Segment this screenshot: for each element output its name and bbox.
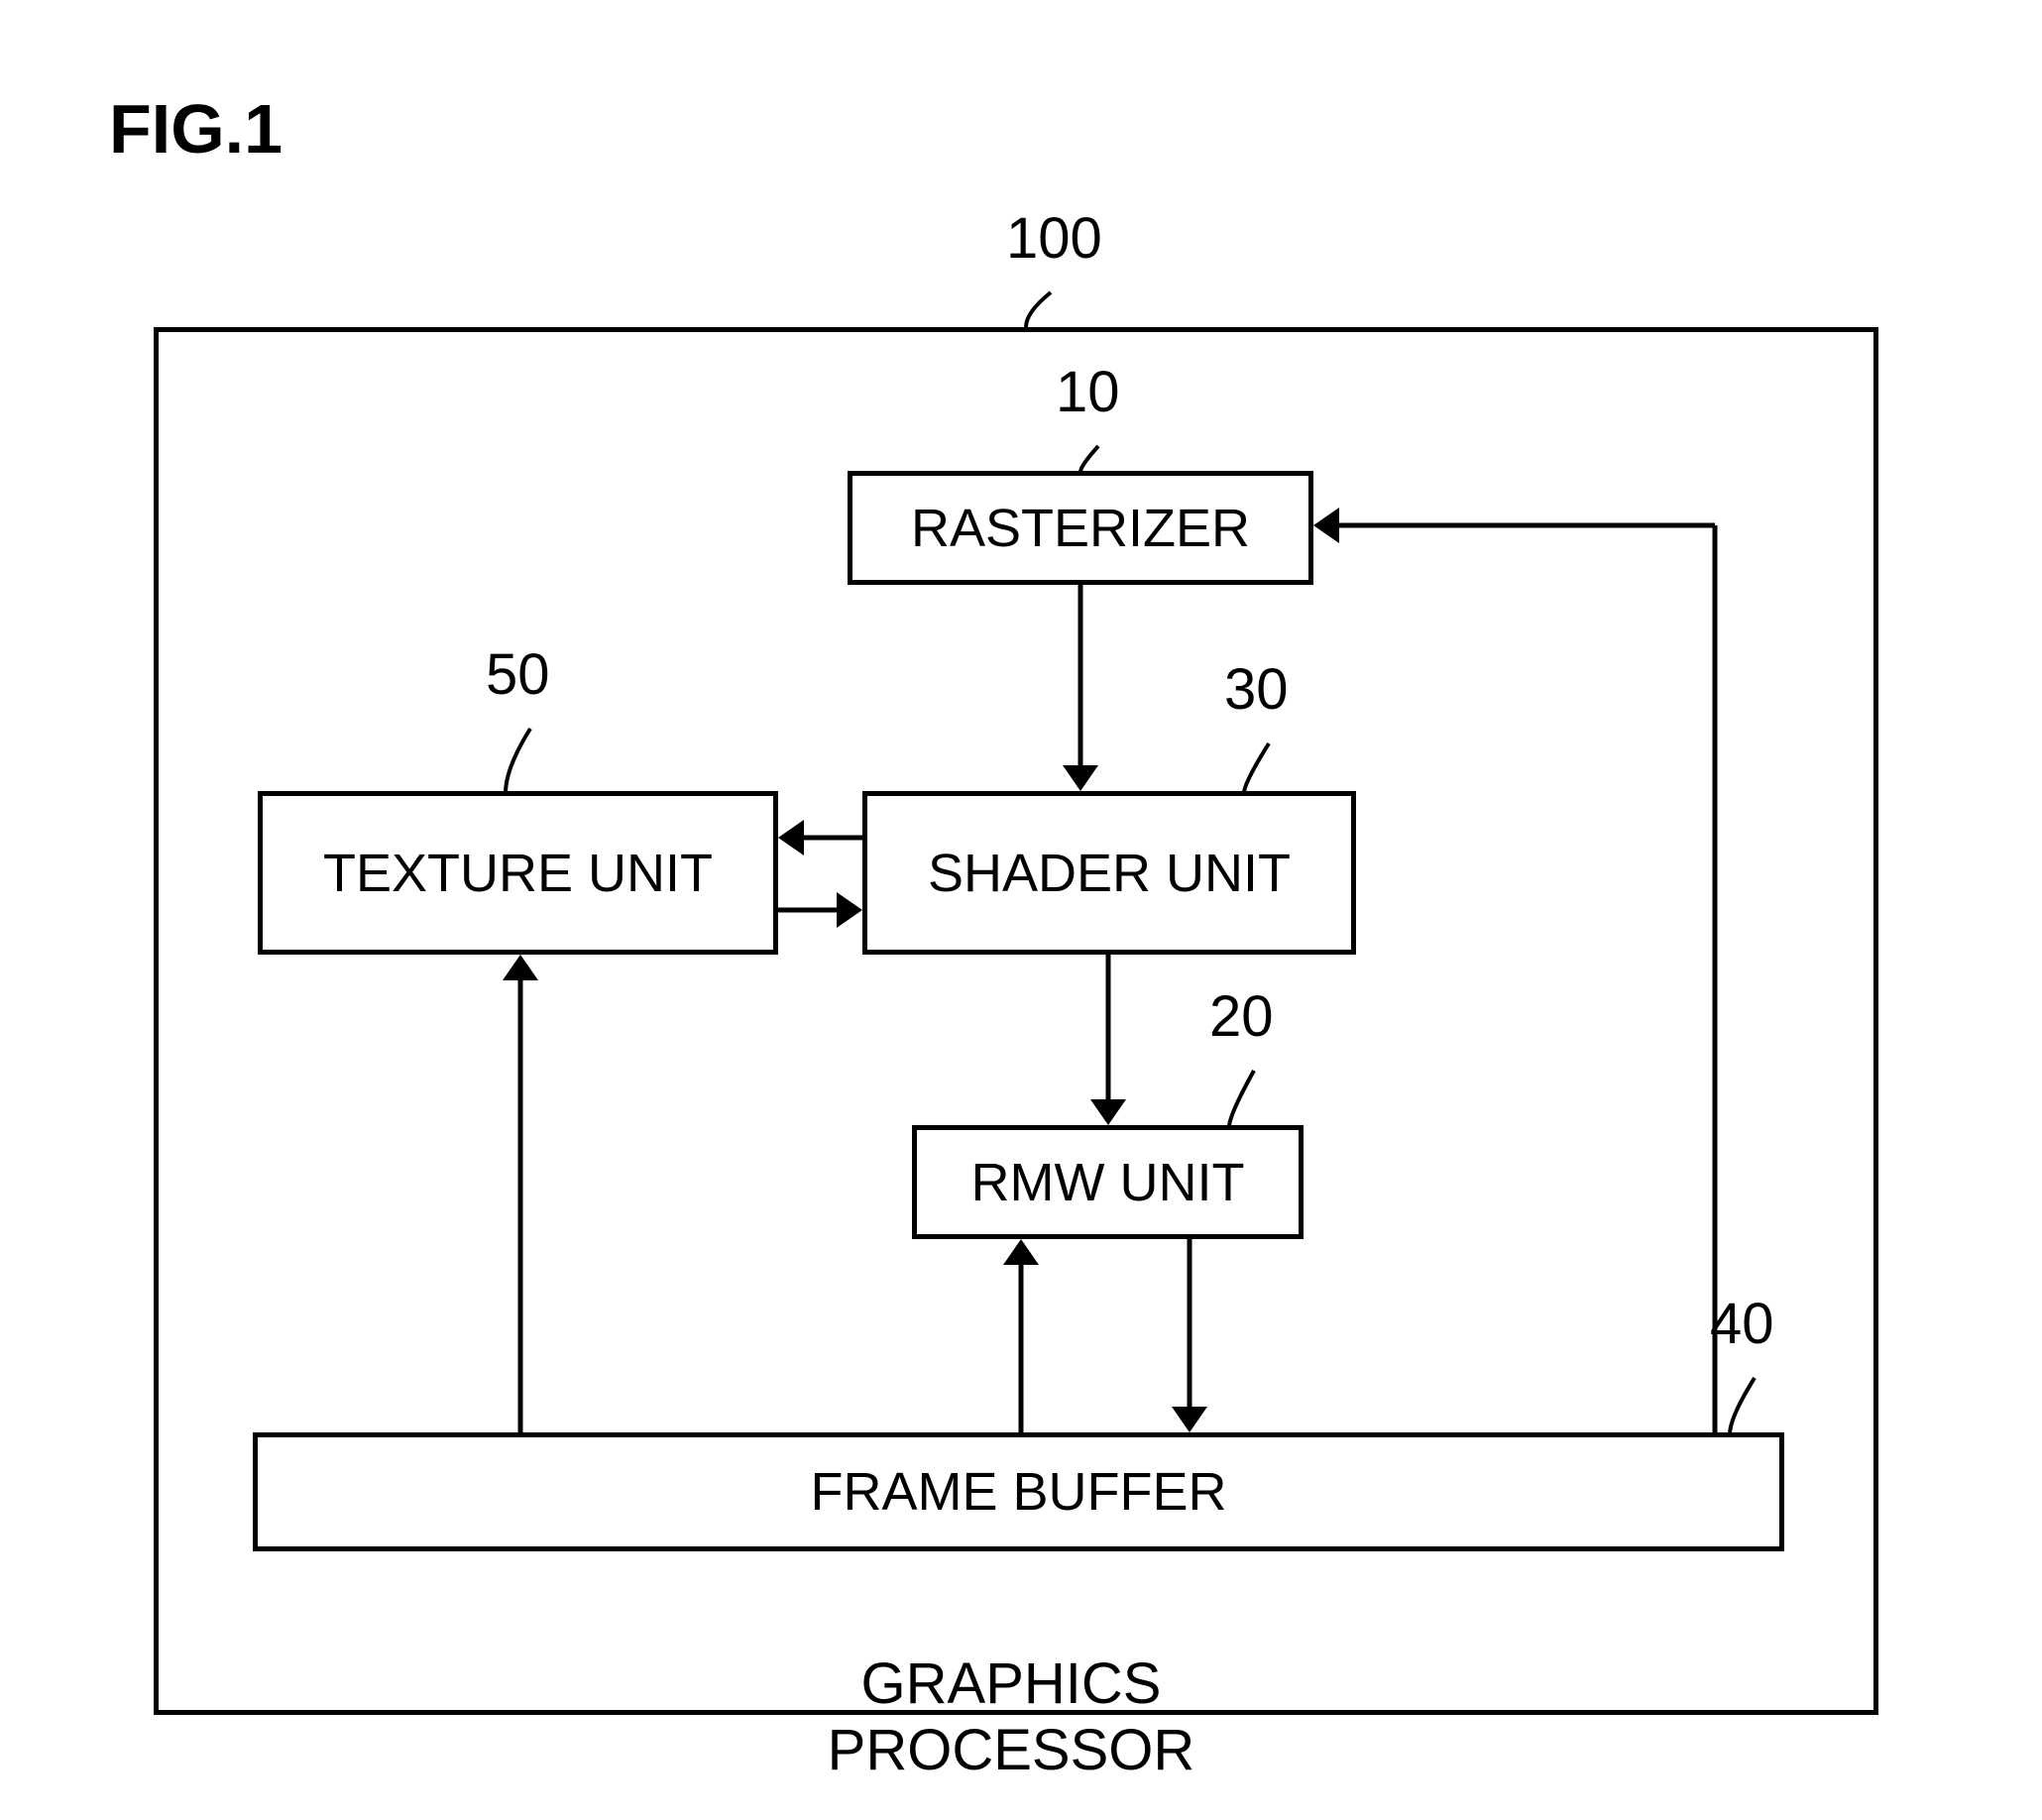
diagram-canvas: FIG.1 GRAPHICS PROCESSOR 100 RASTERIZER … [0,0,2042,1820]
texture-unit-block: TEXTURE UNIT [258,791,778,955]
rasterizer-label: RASTERIZER [911,498,1250,559]
rmw-unit-label: RMW UNIT [971,1152,1245,1213]
ref-50: 50 [486,641,550,708]
ref-10: 10 [1056,359,1120,425]
frame-buffer-label: FRAME BUFFER [810,1461,1226,1523]
shader-unit-block: SHADER UNIT [862,791,1356,955]
frame-buffer-block: FRAME BUFFER [253,1432,1784,1551]
rasterizer-block: RASTERIZER [848,471,1313,585]
ref-40: 40 [1710,1291,1774,1357]
texture-unit-label: TEXTURE UNIT [323,843,713,904]
graphics-processor-title: GRAPHICS PROCESSOR [714,1650,1308,1783]
shader-unit-label: SHADER UNIT [928,843,1291,904]
ref-30: 30 [1224,656,1289,723]
figure-label: FIG.1 [109,89,283,169]
ref-20: 20 [1209,983,1274,1050]
ref-100: 100 [1006,205,1102,272]
rmw-unit-block: RMW UNIT [912,1125,1304,1239]
